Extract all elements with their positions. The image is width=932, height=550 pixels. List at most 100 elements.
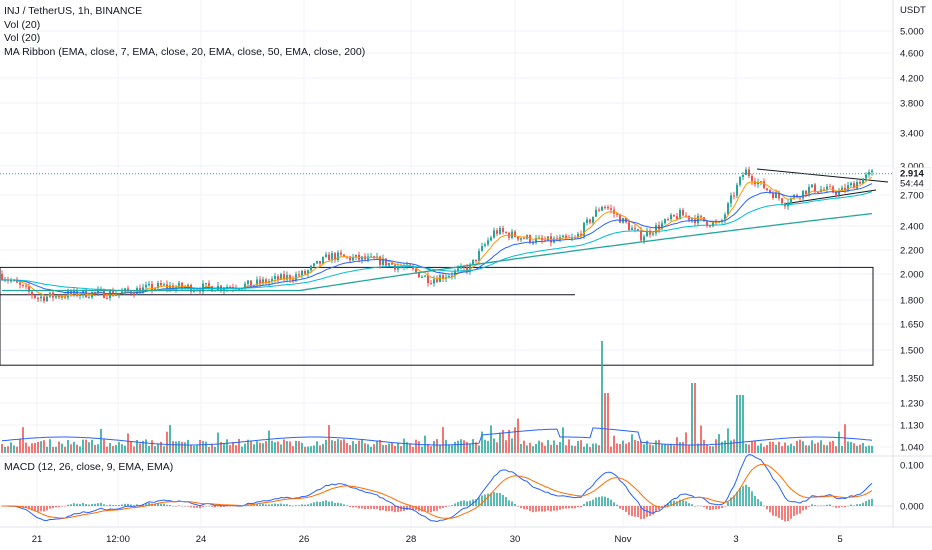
macd-histogram-bar xyxy=(844,506,846,508)
macd-histogram-bar xyxy=(643,506,645,519)
candle-body xyxy=(109,291,111,298)
candle-body xyxy=(316,260,318,264)
candle-body xyxy=(244,283,246,289)
volume-bar xyxy=(835,446,837,453)
volume-bar xyxy=(718,434,720,453)
volume-bar xyxy=(307,446,309,453)
volume-bar xyxy=(277,441,279,453)
volume-bar xyxy=(361,439,363,453)
macd-histogram-bar xyxy=(79,503,81,506)
volume-bar xyxy=(301,442,303,453)
volume-indicator-2[interactable]: Vol (20) xyxy=(4,32,41,44)
volume-indicator-1[interactable]: Vol (20) xyxy=(4,18,41,31)
macd-histogram-bar xyxy=(469,500,471,506)
macd-histogram-bar xyxy=(52,506,54,509)
volume-bar xyxy=(79,446,81,453)
volume-bar xyxy=(298,441,300,453)
volume-bar xyxy=(325,439,327,453)
volume-bar xyxy=(697,443,699,453)
candle-body xyxy=(490,237,492,241)
volume-bar xyxy=(151,440,153,453)
candle-body xyxy=(481,246,483,251)
candle-body xyxy=(682,210,684,216)
volume-bar xyxy=(679,442,681,453)
candle-body xyxy=(619,214,621,223)
volume-bar xyxy=(472,439,474,453)
candle-body xyxy=(310,266,312,271)
volume-bar xyxy=(178,441,180,453)
macd-histogram-bar xyxy=(94,503,96,506)
candle-body xyxy=(256,279,258,285)
macd-histogram-bar xyxy=(667,503,669,506)
macd-histogram-bar xyxy=(298,505,300,506)
candle-body xyxy=(355,254,357,257)
macd-histogram-bar xyxy=(301,504,303,506)
macd-histogram-bar xyxy=(448,505,450,507)
candle-body xyxy=(16,279,18,283)
macd-histogram-bar xyxy=(64,506,66,507)
volume-bar xyxy=(55,446,57,453)
macd-histogram-bar xyxy=(340,503,342,506)
macd-histogram-bar xyxy=(442,506,444,508)
volume-bar xyxy=(814,443,816,453)
symbol-title[interactable]: INJ / TetherUS, 1h, BINANCE xyxy=(4,5,143,17)
macd-histogram-bar xyxy=(781,506,783,520)
volume-bar xyxy=(241,446,243,453)
candle-body xyxy=(544,240,546,242)
volume-bar xyxy=(121,444,123,453)
volume-bar xyxy=(562,427,564,453)
candle-body xyxy=(361,256,363,260)
macd-histogram-bar xyxy=(679,499,681,506)
volume-bar xyxy=(88,442,90,453)
macd-histogram-bar xyxy=(97,503,99,506)
macd-histogram-bar xyxy=(763,505,765,507)
volume-bar xyxy=(205,441,207,453)
volume-bar xyxy=(652,445,654,453)
candle-body xyxy=(643,236,645,241)
macd-histogram-bar xyxy=(847,505,849,507)
candle-body xyxy=(157,283,159,288)
volume-bar xyxy=(544,445,546,453)
volume-bar xyxy=(823,444,825,453)
volume-bar xyxy=(640,441,642,453)
candle-body xyxy=(205,283,207,285)
candle-body xyxy=(262,279,264,284)
volume-bar xyxy=(61,443,63,453)
macd-histogram-bar xyxy=(289,505,291,506)
macd-histogram-bar xyxy=(343,504,345,506)
candle-body xyxy=(208,283,210,287)
candle-body xyxy=(826,186,828,190)
volume-bar xyxy=(550,444,552,453)
volume-bar xyxy=(628,442,630,453)
macd-histogram-bar xyxy=(862,502,864,506)
macd-histogram-bar xyxy=(637,506,639,518)
macd-histogram-bar xyxy=(412,506,414,510)
volume-bar xyxy=(421,446,423,453)
macd-histogram-bar xyxy=(814,505,816,506)
ma-ribbon-indicator[interactable]: MA Ribbon (EMA, close, 7, EMA, close, 20… xyxy=(4,45,366,58)
macd-histogram-bar xyxy=(598,496,600,506)
candle-body xyxy=(496,230,498,234)
volume-bar xyxy=(712,446,714,453)
macd-histogram-bar xyxy=(250,504,252,506)
macd-legend[interactable]: MACD (12, 26, close, 9, EMA, EMA) xyxy=(4,461,174,473)
volume-bar xyxy=(103,439,105,453)
volume-bar xyxy=(40,441,42,453)
volume-bar xyxy=(505,440,507,453)
volume-bar xyxy=(46,446,48,453)
candle-body xyxy=(58,295,60,298)
candle-body xyxy=(442,275,444,279)
candle-body xyxy=(835,192,837,195)
macd-histogram-bar xyxy=(253,504,255,506)
macd-histogram-bar xyxy=(415,506,417,510)
time-tick-label: 28 xyxy=(406,534,417,545)
price-tick-label: 2.700 xyxy=(900,191,924,202)
candle-body xyxy=(628,222,630,230)
current-price-label: 2.914 xyxy=(900,169,924,180)
candle-body xyxy=(61,296,63,298)
volume-bar xyxy=(28,446,30,453)
candle-body xyxy=(352,257,354,261)
candle-body xyxy=(391,263,393,265)
candle-body xyxy=(868,172,870,175)
